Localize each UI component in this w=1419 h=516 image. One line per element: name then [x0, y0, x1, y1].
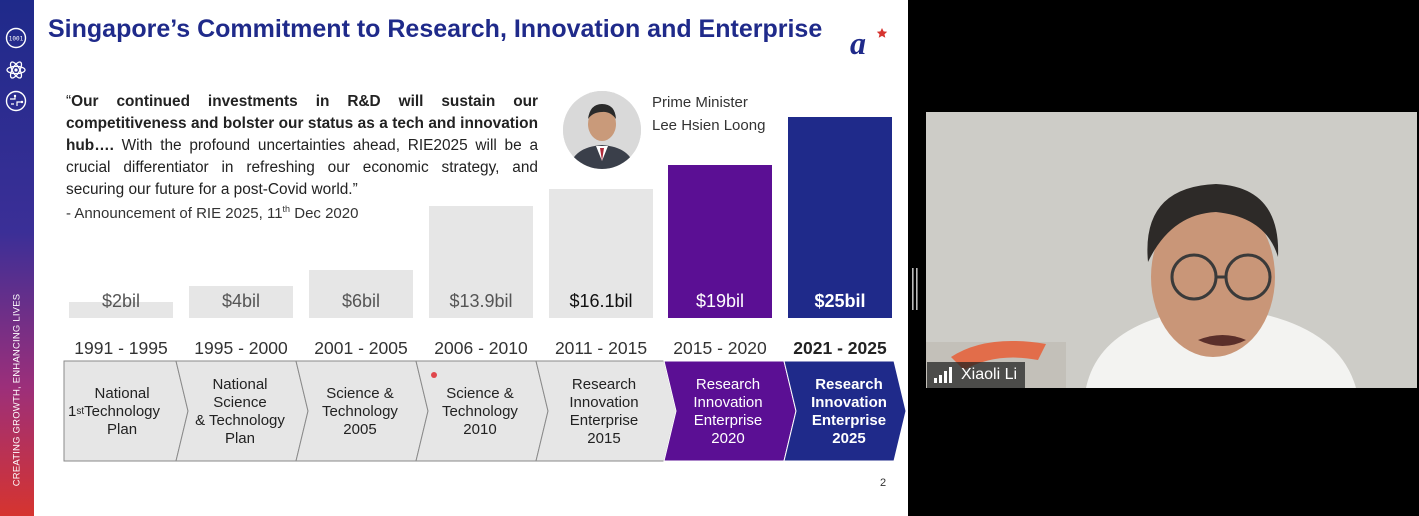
- svg-text:a: a: [850, 25, 866, 60]
- bar-value-label: $16.1bil: [569, 291, 633, 311]
- period-label: 2006 - 2010: [434, 338, 528, 358]
- bar-1995-2000: [189, 285, 293, 318]
- bar-2001-2005: [309, 269, 413, 318]
- bar-2006-2010: [429, 206, 533, 318]
- page-number: 2: [880, 477, 887, 489]
- bar-1991-1995: [69, 301, 173, 318]
- period-label: 2021 - 2025: [793, 338, 887, 358]
- bar-value-label: $6bil: [341, 291, 381, 311]
- quote-text: “Our continued investments in R&D will s…: [66, 93, 538, 198]
- period-label: 2015 - 2020: [673, 338, 767, 358]
- period-label: 1995 - 2000: [194, 338, 288, 358]
- quote-attribution: - Announcement of RIE 2025, 11th Dec 202…: [66, 204, 359, 222]
- slide-title: Singapore’s Commitment to Research, Inno…: [48, 15, 823, 43]
- speaker-role: Prime Minister: [652, 94, 748, 111]
- presentation-slide: 1001 CREATING GROWTH, ENHANCING LIVES Si…: [0, 0, 908, 516]
- bar-value-label: $2bil: [101, 291, 141, 311]
- atom-icon: [6, 61, 26, 79]
- speaker-caption: Prime Minister Lee Hsien Loong: [652, 91, 765, 137]
- plan-label: Science & Technology 2010: [442, 385, 518, 438]
- bar-value-label: $13.9bil: [449, 291, 513, 311]
- participant-video[interactable]: [926, 112, 1417, 388]
- period-label: 2011 - 2015: [554, 338, 648, 358]
- bar-value-label: $25bil: [814, 291, 866, 311]
- bar-value-label: $19bil: [695, 291, 745, 311]
- period-label: 1991 - 1995: [74, 338, 168, 358]
- plan-label: Research Innovation Enterprise 2015: [569, 376, 639, 447]
- period-label: 2001 - 2005: [314, 338, 408, 358]
- astar-logo-icon: a: [850, 25, 888, 60]
- speaker-name: Lee Hsien Loong: [652, 117, 766, 134]
- bar-2021-2025: [788, 117, 892, 318]
- participant-video-feed: [926, 112, 1417, 388]
- binary-globe-icon: 1001: [5, 27, 27, 49]
- prime-minister-photo: [563, 91, 641, 169]
- bar-2015-2020: [668, 165, 772, 318]
- resize-handle-icon[interactable]: [912, 268, 918, 310]
- sidebar-tagline: CREATING GROWTH, ENHANCING LIVES: [11, 293, 23, 487]
- signal-strength-icon: [934, 367, 952, 383]
- plan-label: Research Innovation Enterprise 2020: [693, 376, 763, 447]
- plan-label: Science & Technology 2005: [322, 385, 398, 438]
- bar-value-label: $4bil: [221, 291, 261, 311]
- participant-name: Xiaoli Li: [961, 366, 1018, 383]
- plan-label: National Science & Technology Plan: [195, 376, 285, 447]
- participant-name-tag: Xiaoli Li: [927, 362, 1026, 388]
- slide-sidebar: 1001 CREATING GROWTH, ENHANCING LIVES: [0, 0, 34, 516]
- quote-bold: Our continued investments in R&D will su…: [66, 93, 538, 154]
- plan-label: Research Innovation Enterprise 2025: [811, 376, 887, 447]
- circuit-globe-icon: [5, 90, 27, 112]
- bar-2011-2015: [549, 188, 653, 318]
- pointer-dot: [431, 372, 437, 378]
- svg-text:1001: 1001: [9, 36, 24, 43]
